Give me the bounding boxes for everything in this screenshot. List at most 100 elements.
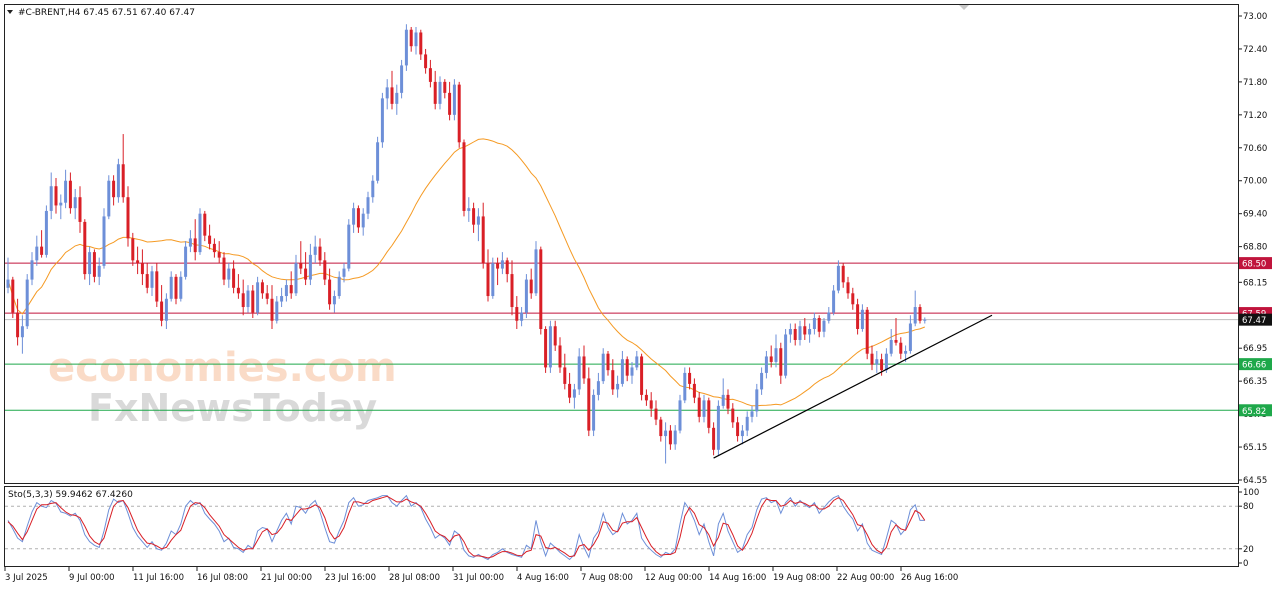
candle — [328, 268, 332, 310]
candle-body — [40, 246, 44, 255]
candle-body — [640, 356, 644, 395]
candle — [476, 208, 480, 242]
candle-body — [836, 265, 840, 291]
candle — [208, 224, 212, 250]
candle-body — [260, 282, 264, 294]
candle-body — [356, 208, 360, 228]
candle-body — [400, 65, 404, 93]
candle-body — [232, 268, 236, 288]
candle-body — [596, 381, 600, 395]
candle — [438, 76, 442, 110]
candle-body — [616, 383, 620, 390]
candle-body — [155, 271, 159, 302]
candle-body — [515, 307, 519, 321]
candle — [88, 246, 92, 286]
candle — [68, 172, 72, 214]
candle — [798, 320, 802, 346]
collapse-triangle-icon[interactable] — [7, 10, 13, 14]
candle-body — [184, 246, 188, 277]
candle — [592, 389, 596, 437]
candle — [35, 235, 39, 266]
candle — [832, 285, 836, 316]
candle — [707, 397, 711, 434]
candle-body — [880, 359, 884, 371]
candle-body — [241, 293, 245, 308]
candle — [280, 287, 284, 308]
candle — [73, 188, 77, 220]
candle — [740, 425, 744, 445]
candle — [524, 274, 528, 319]
candle-body — [678, 400, 682, 431]
candle-body — [20, 326, 24, 338]
y-tick-label: 73.00 — [1243, 12, 1267, 22]
y-tick-label: 70.60 — [1243, 144, 1267, 154]
candle-body — [649, 400, 653, 409]
candle-body — [856, 304, 860, 329]
candle — [270, 285, 274, 329]
candle-body — [126, 197, 130, 239]
candle — [846, 276, 850, 299]
candle — [217, 241, 221, 264]
candle-body — [68, 180, 72, 209]
y-tick-label: 68.15 — [1243, 278, 1267, 288]
price-label-box — [1239, 313, 1272, 326]
candle-body — [827, 312, 831, 321]
candle — [644, 389, 648, 406]
ascending-trendline — [713, 314, 993, 459]
candle-body — [664, 430, 668, 437]
candle-body — [366, 197, 370, 214]
stochastic-signal-line — [7, 495, 926, 559]
candle — [97, 257, 101, 286]
candle-body — [294, 263, 298, 294]
x-tick-label: 28 Jul 08:00 — [389, 573, 440, 583]
candle — [265, 285, 269, 305]
price-label-text: 68.50 — [1242, 260, 1266, 270]
candle — [20, 315, 24, 354]
candle — [404, 24, 408, 71]
candle-body — [347, 224, 351, 269]
candle-body — [160, 301, 164, 321]
candle-body — [860, 309, 864, 329]
candle — [308, 243, 312, 286]
candle — [721, 378, 725, 409]
y-tick-label: 71.80 — [1243, 78, 1267, 88]
candle-body — [83, 221, 87, 275]
candle-body — [404, 29, 408, 66]
candle — [256, 276, 260, 316]
candle-body — [582, 356, 586, 379]
candle — [246, 285, 250, 313]
y-tick-label: 72.40 — [1243, 45, 1267, 55]
chart-shift-marker-icon[interactable] — [959, 5, 969, 10]
candle — [731, 403, 735, 428]
candle-body — [563, 367, 567, 384]
candle — [222, 252, 226, 286]
candle-body — [246, 290, 250, 308]
candle — [683, 367, 687, 404]
main-chart-header: #C-BRENT,H4 67.45 67.51 67.40 67.47 — [18, 8, 195, 18]
candle — [179, 271, 183, 302]
candle-body — [918, 307, 922, 321]
candle — [664, 422, 668, 464]
candle — [107, 175, 111, 220]
x-tick-label: 4 Aug 16:00 — [517, 573, 569, 583]
candle — [716, 400, 720, 456]
candle-body — [668, 430, 672, 445]
price-label-box — [1239, 257, 1272, 270]
candle — [572, 383, 576, 409]
candle-body — [491, 263, 495, 297]
candle-body — [136, 260, 140, 264]
candle — [616, 375, 620, 398]
candle — [116, 158, 120, 203]
candle-body — [620, 359, 624, 384]
candle-body — [798, 326, 802, 340]
candle-body — [472, 208, 476, 225]
candle-body — [179, 276, 183, 299]
price-label-65.82: 65.82 — [1239, 404, 1272, 417]
candle — [284, 279, 288, 302]
candle — [678, 394, 682, 434]
x-tick-label: 12 Aug 00:00 — [645, 573, 702, 583]
candle-body — [198, 213, 202, 253]
candle — [803, 318, 807, 340]
y-tick-label: 68.80 — [1243, 243, 1267, 253]
candle-body — [673, 430, 677, 445]
